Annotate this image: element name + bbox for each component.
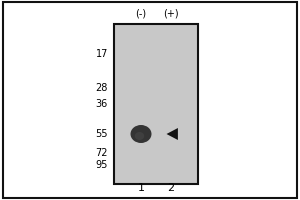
Text: 55: 55 xyxy=(95,129,108,139)
Text: 95: 95 xyxy=(96,160,108,170)
Text: (-): (-) xyxy=(135,9,147,19)
Text: 2: 2 xyxy=(167,183,175,193)
Text: 1: 1 xyxy=(137,183,145,193)
Ellipse shape xyxy=(130,125,152,143)
Text: 28: 28 xyxy=(96,83,108,93)
Text: 36: 36 xyxy=(96,99,108,109)
Text: 17: 17 xyxy=(96,49,108,59)
Bar xyxy=(114,24,198,184)
Polygon shape xyxy=(167,128,178,140)
Text: 72: 72 xyxy=(95,148,108,158)
Text: (+): (+) xyxy=(163,9,179,19)
Ellipse shape xyxy=(135,132,144,140)
